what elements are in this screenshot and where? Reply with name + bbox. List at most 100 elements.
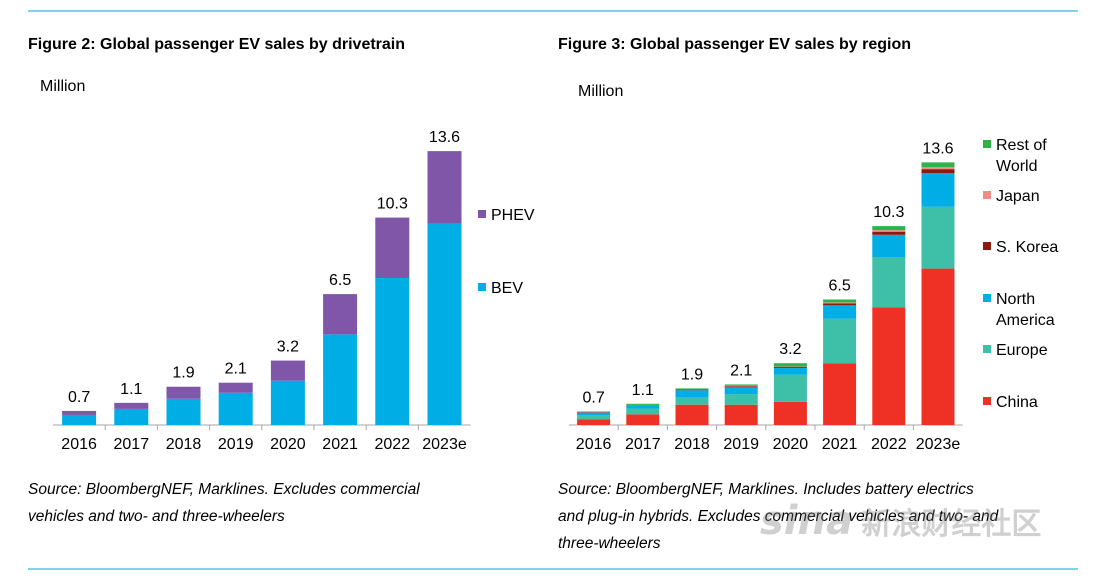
data-label-total-2023e: 13.6 [429,129,460,146]
data-label-total-2018: 1.9 [681,366,703,383]
data-label-total-2018: 1.9 [172,365,194,382]
bar-europe-2022 [872,257,906,308]
figure-3-title: Figure 3: Global passenger EV sales by r… [558,36,911,53]
bar-china-2016 [577,419,611,425]
bar-s-korea-2023e [921,169,955,173]
bar-north-america-2016 [577,412,611,416]
bar-china-2021 [823,363,857,425]
bar-bev-2017 [114,408,149,425]
bar-japan-2016 [577,411,611,413]
x-tick-label-2019: 2019 [723,436,759,453]
data-label-total-2021: 6.5 [329,272,351,289]
x-tick-label-2017: 2017 [625,436,661,453]
bar-bev-2016 [62,414,97,425]
bar-europe-2023e [921,206,955,269]
bar-north-america-2019 [724,387,758,395]
figure-2-unit-label: Million [40,78,86,95]
bar-phev-2018 [166,386,201,399]
data-label-total-2017: 1.1 [632,382,654,399]
bar-china-2023e [921,268,955,425]
legend-label-bev: BEV [491,280,523,297]
bar-phev-2023e [427,151,462,224]
x-tick-label-2018: 2018 [166,436,202,453]
data-label-total-2019: 2.1 [225,361,247,378]
data-label-total-2020: 3.2 [277,339,299,356]
bar-europe-2020 [773,374,807,402]
sina-watermark-brand: sina [760,498,853,544]
x-tick-label-2019: 2019 [218,436,254,453]
bar-japan-2018 [675,388,709,390]
x-tick-label-2022: 2022 [375,436,411,453]
bar-north-america-2020 [773,368,807,375]
bar-bev-2022 [375,277,410,425]
bar-north-america-2023e [921,173,955,207]
bar-japan-2022 [872,230,906,232]
bar-japan-2023e [921,167,955,170]
figure-2-title: Figure 2: Global passenger EV sales by d… [28,36,406,53]
data-label-total-2016: 0.7 [582,389,604,406]
data-label-total-2017: 1.1 [120,381,142,398]
bar-north-america-2018 [675,390,709,397]
legend-label-north-america-line-1: North [996,291,1035,308]
bar-europe-2017 [626,408,660,415]
x-tick-label-2020: 2020 [773,436,809,453]
x-tick-label-2018: 2018 [674,436,710,453]
bar-japan-2019 [724,385,758,387]
bar-rest-of-world-2017 [626,403,660,405]
x-tick-label-2021: 2021 [822,436,858,453]
bar-europe-2018 [675,397,709,405]
legend-swatch-europe [983,345,991,353]
x-tick-label-2020: 2020 [270,436,306,453]
x-tick-label-2023e: 2023e [422,436,467,453]
data-label-total-2022: 10.3 [377,196,408,213]
bar-europe-2016 [577,415,611,420]
legend-swatch-bev [478,283,486,291]
x-tick-label-2022: 2022 [871,436,907,453]
bar-japan-2021 [823,302,857,304]
legend-label-rest-of-world-line-1: Rest of [996,137,1047,154]
bar-rest-of-world-2021 [823,299,857,303]
legend-label-phev: PHEV [491,207,535,224]
bar-phev-2022 [375,217,410,278]
bar-china-2019 [724,404,758,425]
figure-3-source-line-2: and plug-in hybrids. Excludes commercial… [558,508,999,525]
bar-s-korea-2020 [773,367,807,369]
bar-phev-2021 [323,294,358,335]
data-label-total-2020: 3.2 [779,341,801,358]
bar-china-2020 [773,401,807,425]
data-label-total-2021: 6.5 [828,277,850,294]
legend-swatch-japan [983,191,991,199]
bar-phev-2017 [114,402,149,409]
legend-swatch-s-korea [983,242,991,250]
bar-rest-of-world-2016 [577,411,611,412]
bar-rest-of-world-2022 [872,226,906,231]
bar-phev-2020 [270,360,305,381]
legend-label-europe: Europe [996,342,1048,359]
legend-label-rest-of-world-line-2: World [996,158,1038,175]
bar-bev-2019 [218,392,253,425]
x-tick-label-2016: 2016 [61,436,97,453]
sina-watermark-text: 新浪财经社区 [861,508,1042,541]
x-tick-label-2016: 2016 [576,436,612,453]
data-label-total-2019: 2.1 [730,362,752,379]
legend-label-north-america-line-2: America [996,312,1055,329]
bar-rest-of-world-2018 [675,388,709,389]
bar-rest-of-world-2019 [724,384,758,386]
bar-japan-2020 [773,366,807,368]
figure-3-source: Source: BloombergNEF, Marklines. Include… [558,476,998,557]
x-tick-label-2023e: 2023e [916,436,961,453]
legend-swatch-china [983,397,991,405]
figure-3-source-line-1: Source: BloombergNEF, Marklines. Include… [558,481,974,498]
bar-europe-2021 [823,318,857,364]
bar-north-america-2017 [626,405,660,409]
x-tick-label-2021: 2021 [322,436,358,453]
x-tick-label-2017: 2017 [114,436,150,453]
bar-bev-2020 [270,380,305,425]
legend-label-china: China [996,394,1038,411]
figure-3-unit-label: Million [578,83,624,100]
figure-2-source: Source: BloombergNEF, Marklines. Exclude… [28,476,420,530]
bar-s-korea-2022 [872,231,906,235]
figure-2-source-line-1: Source: BloombergNEF, Marklines. Exclude… [28,481,420,498]
